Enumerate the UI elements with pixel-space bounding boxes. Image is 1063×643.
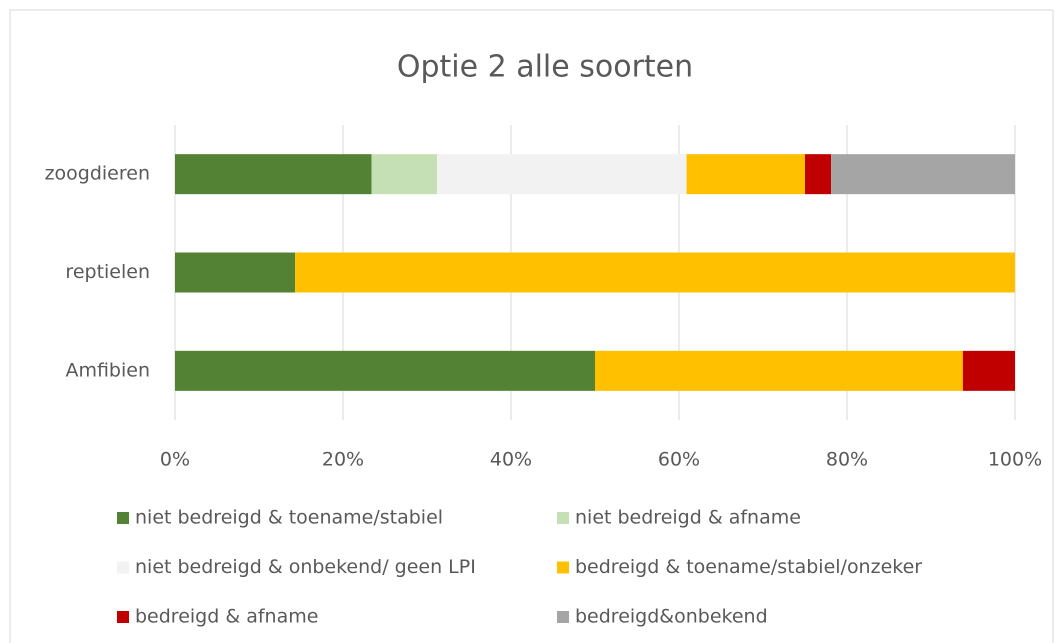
legend-label: bedreigd & toename/stabiel/onzeker <box>575 556 922 578</box>
y-tick-label: zoogdieren <box>45 163 150 185</box>
legend-swatch <box>557 512 569 524</box>
bar-segment <box>595 350 963 391</box>
legend-swatch <box>117 611 129 623</box>
legend-label: bedreigd & afname <box>135 606 318 628</box>
x-tick-label: 80% <box>826 449 868 471</box>
bar-segment <box>831 154 1015 195</box>
legend-swatch <box>117 561 129 574</box>
legend-swatch <box>557 611 569 623</box>
bar-segment <box>437 154 687 195</box>
y-tick-label: Amfibien <box>65 359 150 381</box>
legend-label: niet bedreigd & toename/stabiel <box>135 507 443 529</box>
bar-segment <box>175 350 595 391</box>
legend-label: bedreigd&onbekend <box>575 606 768 628</box>
chart-title: Optie 2 alle soorten <box>397 50 693 85</box>
legend-label: niet bedreigd & afname <box>575 507 801 529</box>
x-tick-label: 60% <box>658 449 700 471</box>
bar-segment <box>962 350 1015 391</box>
bar-segment <box>175 252 296 293</box>
bar-segment <box>805 154 832 195</box>
legend-swatch <box>557 561 569 574</box>
bar-segment <box>371 154 438 195</box>
chart-border <box>9 9 1054 643</box>
x-tick-label: 20% <box>322 449 364 471</box>
legend-swatch <box>117 512 129 524</box>
bar-segment <box>175 154 372 195</box>
x-tick-label: 40% <box>490 449 532 471</box>
x-tick-label: 0% <box>160 449 190 471</box>
bar-segment <box>295 252 1015 293</box>
y-tick-label: reptielen <box>65 261 150 283</box>
x-tick-label: 100% <box>988 449 1042 471</box>
bar-segment <box>686 154 805 195</box>
legend-label: niet bedreigd & onbekend/ geen LPI <box>135 556 476 578</box>
